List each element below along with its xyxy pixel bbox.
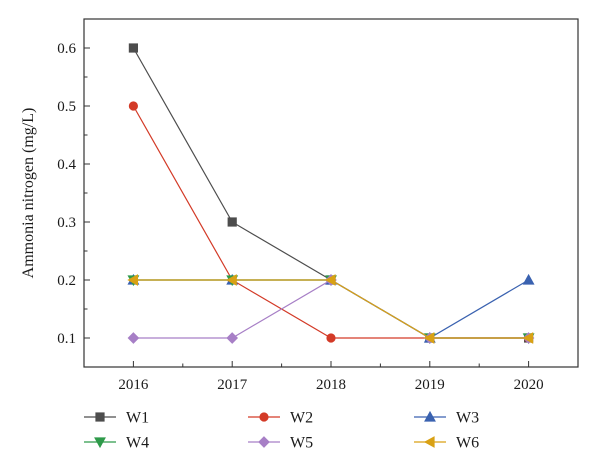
data-point-w6 [423, 332, 435, 344]
legend-label: W6 [456, 435, 479, 452]
legend-label: W5 [290, 435, 313, 452]
plot-frame [83, 18, 579, 368]
series-line-w1 [132, 47, 529, 339]
legend-marker [258, 436, 270, 448]
legend-marker [94, 437, 106, 449]
data-point-w5 [127, 332, 140, 344]
legend-label: W4 [126, 435, 149, 452]
data-point-w6 [324, 274, 336, 286]
legend-item-w5: W5 [248, 435, 313, 452]
data-point-w5 [226, 332, 239, 344]
y-tick-label: 0.5 [57, 99, 76, 115]
series-layer [127, 43, 535, 345]
series-line-w2 [132, 105, 529, 339]
series-line-w6 [133, 279, 529, 339]
series-line-w4 [133, 279, 529, 339]
y-tick-label: 0.6 [57, 41, 76, 57]
series-w6 [127, 274, 534, 344]
y-tick-label: 0.3 [57, 215, 76, 231]
legend-label: W3 [456, 410, 479, 427]
y-tick-label: 0.2 [57, 273, 76, 289]
legend-item-w4: W4 [84, 435, 149, 452]
legend-item-w2: W2 [248, 410, 313, 427]
data-point-w1 [227, 217, 237, 227]
data-point-w6 [226, 274, 237, 286]
data-point-w6 [127, 274, 139, 286]
legend-label: W1 [126, 410, 149, 427]
series-line-w3 [133, 279, 529, 339]
y-tick-label: 0.4 [57, 157, 76, 173]
legend-item-w1: W1 [84, 410, 149, 427]
x-tick-label: 2017 [217, 377, 248, 393]
series-line-w5 [133, 279, 529, 339]
data-point-w1 [128, 43, 138, 53]
data-point-w3 [522, 273, 535, 285]
data-point-w2 [128, 101, 138, 111]
series-w5 [127, 274, 535, 344]
x-tick-label: 2016 [118, 377, 149, 393]
legend-item-w3: W3 [414, 410, 479, 427]
legend-marker [423, 436, 435, 448]
x-tick-label: 2018 [316, 377, 346, 393]
y-axis-title: Ammonia nitrogen (mg/L) [20, 108, 37, 279]
series-w1 [128, 43, 534, 343]
legend-marker [424, 410, 436, 422]
y-axis: 0.1 0.2 0.3 0.4 0.5 0.6 [57, 41, 90, 347]
x-tick-label: 2020 [514, 377, 544, 393]
legend: W1 W2 W3 W4 W5 W6 [84, 410, 479, 452]
legend-label: W2 [290, 410, 313, 427]
series-w2 [128, 101, 534, 343]
x-tick-label: 2019 [415, 377, 445, 393]
legend-marker [95, 412, 105, 422]
y-tick-label: 0.1 [57, 331, 76, 347]
plot-area: 0.1 0.2 0.3 0.4 0.5 0.6 2016 2017 2018 2019 2020 [57, 18, 579, 393]
series-w4 [127, 275, 535, 345]
x-axis: 2016 2017 2018 2019 2020 [118, 361, 544, 393]
data-point-w6 [522, 332, 534, 344]
data-point-w2 [326, 333, 336, 343]
legend-marker [259, 412, 269, 422]
legend-item-w6: W6 [414, 435, 479, 452]
